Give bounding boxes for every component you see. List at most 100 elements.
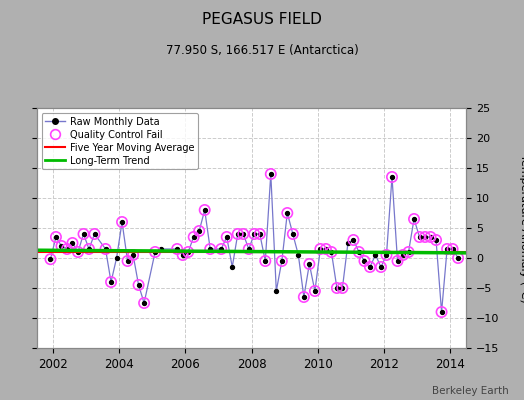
Point — [427, 234, 435, 240]
Point — [377, 264, 385, 270]
Text: Berkeley Earth: Berkeley Earth — [432, 386, 508, 396]
Point — [90, 231, 99, 237]
Point — [300, 294, 308, 300]
Point — [256, 231, 264, 237]
Point — [173, 246, 181, 252]
Point — [217, 246, 225, 252]
Point — [449, 246, 457, 252]
Point — [68, 240, 77, 246]
Point — [338, 285, 346, 291]
Point — [140, 300, 148, 306]
Point — [322, 246, 330, 252]
Point — [57, 243, 66, 249]
Point — [118, 219, 126, 225]
Point — [443, 246, 451, 252]
Point — [454, 255, 462, 261]
Point — [234, 231, 242, 237]
Point — [355, 249, 363, 255]
Point — [52, 234, 60, 240]
Point — [195, 228, 203, 234]
Point — [74, 249, 82, 255]
Point — [129, 252, 137, 258]
Point — [421, 234, 429, 240]
Point — [190, 234, 198, 240]
Point — [349, 237, 357, 243]
Point — [278, 258, 286, 264]
Point — [140, 300, 148, 306]
Point — [283, 210, 291, 216]
Legend: Raw Monthly Data, Quality Control Fail, Five Year Moving Average, Long-Term Tren: Raw Monthly Data, Quality Control Fail, … — [41, 113, 198, 169]
Point — [372, 252, 380, 258]
Point — [184, 249, 192, 255]
Point — [405, 249, 413, 255]
Point — [195, 228, 203, 234]
Point — [101, 246, 110, 252]
Point — [256, 231, 264, 237]
Point — [454, 255, 462, 261]
Point — [333, 285, 341, 291]
Point — [366, 264, 374, 270]
Point — [85, 246, 93, 252]
Point — [245, 246, 253, 252]
Point — [438, 309, 446, 315]
Point — [107, 279, 115, 285]
Point — [68, 240, 77, 246]
Point — [416, 234, 424, 240]
Point — [394, 258, 402, 264]
Point — [438, 309, 446, 315]
Point — [421, 234, 429, 240]
Point — [107, 279, 115, 285]
Point — [90, 231, 99, 237]
Point — [289, 231, 297, 237]
Point — [190, 234, 198, 240]
Point — [134, 282, 143, 288]
Point — [311, 288, 319, 294]
Point — [52, 234, 60, 240]
Point — [410, 216, 418, 222]
Point — [432, 237, 440, 243]
Point — [151, 249, 159, 255]
Point — [217, 246, 225, 252]
Point — [349, 237, 357, 243]
Point — [316, 246, 324, 252]
Point — [123, 258, 132, 264]
Point — [394, 258, 402, 264]
Y-axis label: Temperature Anomaly (°C): Temperature Anomaly (°C) — [519, 154, 524, 302]
Point — [383, 252, 391, 258]
Point — [327, 249, 335, 255]
Point — [399, 252, 407, 258]
Text: PEGASUS FIELD: PEGASUS FIELD — [202, 12, 322, 27]
Point — [283, 210, 291, 216]
Point — [267, 171, 275, 177]
Point — [74, 249, 82, 255]
Point — [201, 207, 209, 213]
Point — [443, 246, 451, 252]
Point — [311, 288, 319, 294]
Point — [383, 252, 391, 258]
Point — [223, 234, 231, 240]
Point — [388, 174, 396, 180]
Point — [366, 264, 374, 270]
Point — [157, 246, 165, 252]
Point — [305, 261, 313, 267]
Point — [112, 255, 121, 261]
Point — [179, 252, 187, 258]
Point — [63, 246, 71, 252]
Point — [294, 252, 302, 258]
Point — [427, 234, 435, 240]
Point — [449, 246, 457, 252]
Point — [272, 288, 280, 294]
Point — [63, 246, 71, 252]
Point — [267, 171, 275, 177]
Point — [118, 219, 126, 225]
Point — [250, 231, 258, 237]
Point — [416, 234, 424, 240]
Point — [57, 243, 66, 249]
Point — [355, 249, 363, 255]
Point — [250, 231, 258, 237]
Text: 77.950 S, 166.517 E (Antarctica): 77.950 S, 166.517 E (Antarctica) — [166, 44, 358, 57]
Point — [245, 246, 253, 252]
Point — [234, 231, 242, 237]
Point — [278, 258, 286, 264]
Point — [305, 261, 313, 267]
